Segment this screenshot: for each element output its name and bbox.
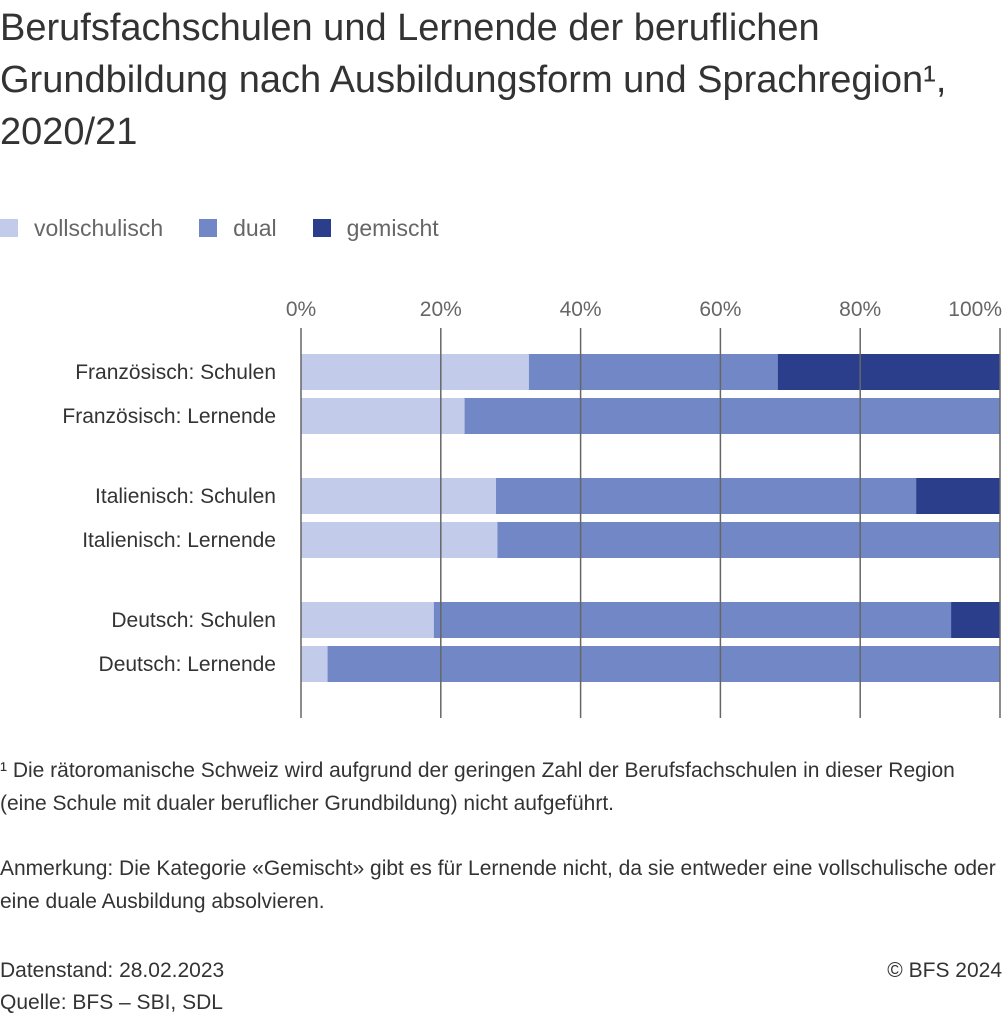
x-tick-label: 40% — [560, 298, 602, 321]
x-tick-label: 20% — [420, 298, 462, 321]
category-label: Italienisch: Lernende — [82, 529, 276, 552]
bar-segment-vollschulisch — [301, 646, 328, 682]
bar-segment-dual — [464, 398, 1000, 434]
legend-swatch-vollschulisch — [0, 219, 18, 237]
x-tick-label: 60% — [699, 298, 741, 321]
legend-item-vollschulisch[interactable]: vollschulisch — [0, 215, 163, 242]
legend-item-gemischt[interactable]: gemischt — [312, 214, 439, 242]
bar-segment-dual — [433, 602, 952, 638]
legend-label-vollschulisch: vollschulisch — [34, 214, 164, 241]
chart-title: Berufsfachschulen und Lernende der beruf… — [0, 7, 947, 153]
bar-segment-vollschulisch — [301, 602, 434, 638]
copyright: © BFS 2024 — [887, 959, 1002, 982]
legend-label-gemischt: gemischt — [346, 214, 439, 241]
source: Quelle: BFS – SBI, SDL — [0, 991, 223, 1014]
bar-segment-vollschulisch — [301, 398, 465, 434]
category-label: Deutsch: Schulen — [111, 609, 276, 632]
bar-segment-dual — [528, 354, 778, 390]
footnote: ¹ Die rätoromanische Schweiz wird aufgru… — [0, 759, 955, 815]
bar-segment-vollschulisch — [301, 522, 498, 558]
x-tick-label: 100% — [948, 298, 1002, 321]
data-status: Datenstand: 28.02.2023 — [0, 959, 225, 982]
bar-segment-vollschulisch — [301, 478, 497, 514]
bar-segment-dual — [497, 522, 1000, 558]
category-label: Französisch: Schulen — [75, 361, 276, 384]
bar-segment-vollschulisch — [301, 354, 529, 390]
x-tick-label: 80% — [839, 298, 881, 321]
legend-label-dual: dual — [233, 214, 277, 241]
legend-swatch-gemischt — [312, 219, 331, 237]
note: Anmerkung: Die Kategorie «Gemischt» gibt… — [0, 857, 996, 913]
category-label: Deutsch: Lernende — [99, 653, 276, 676]
legend-swatch-dual — [199, 219, 218, 237]
bar-segment-gemischt — [951, 602, 1000, 638]
meta-block: Datenstand: 28.02.2023 Quelle: BFS – SBI… — [0, 955, 224, 1019]
stacked-bar-chart: 0% 20% 40% 60% 80% 100% Französisch: Schulen Fr… — [62, 298, 1002, 718]
legend-item-dual[interactable]: dual — [199, 214, 277, 242]
category-label: Italienisch: Schulen — [95, 485, 276, 508]
category-label: Französisch: Lernende — [62, 405, 276, 428]
bar-segment-dual — [327, 646, 1000, 682]
bar-segment-dual — [496, 478, 917, 514]
bar-segment-gemischt — [916, 478, 1000, 514]
x-tick-label: 0% — [286, 298, 316, 321]
legend: vollschulisch dual gemischt — [0, 210, 475, 246]
bar-segment-gemischt — [777, 354, 1000, 390]
